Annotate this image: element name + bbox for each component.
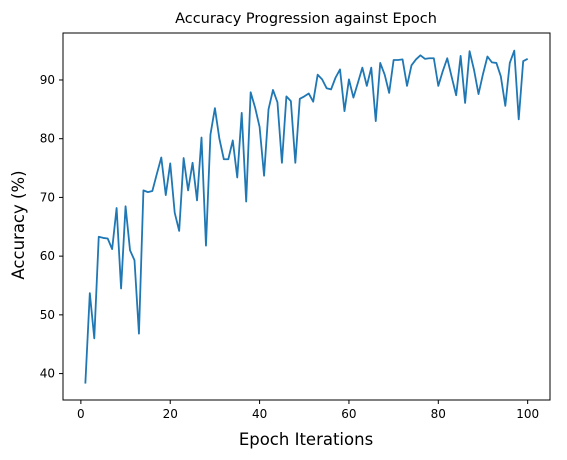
y-tick-label: 70 — [40, 190, 55, 204]
accuracy-series-line — [84, 49, 529, 384]
series-layer — [84, 49, 529, 384]
y-tick-label: 60 — [40, 249, 55, 263]
y-tick-label: 40 — [40, 367, 55, 381]
x-tick-label: 60 — [341, 407, 356, 421]
ticks-layer: 0 20 40 60 80 100 40 50 60 70 80 90 — [40, 73, 539, 421]
x-tick-label: 20 — [163, 407, 178, 421]
x-tick-label: 0 — [77, 407, 85, 421]
x-tick-label: 100 — [516, 407, 539, 421]
y-axis-label: Accuracy (%) — [9, 170, 28, 279]
chart-title: Accuracy Progression against Epoch — [175, 11, 437, 27]
x-tick-label: 80 — [431, 407, 446, 421]
y-tick-label: 50 — [40, 308, 55, 322]
x-axis-label: Epoch Iterations — [239, 430, 373, 449]
y-tick-label: 90 — [40, 73, 55, 87]
x-tick-label: 40 — [252, 407, 267, 421]
y-tick-label: 80 — [40, 132, 55, 146]
plot-frame — [62, 32, 551, 401]
